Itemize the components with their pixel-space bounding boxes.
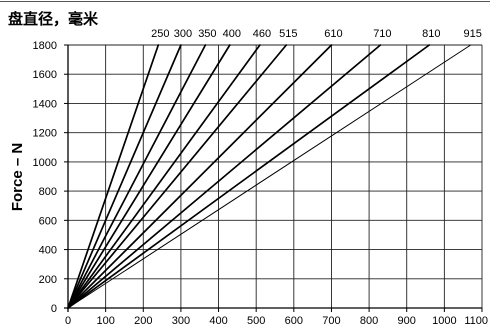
series-line-915	[67, 44, 472, 309]
x-tick-label: 0	[65, 315, 71, 327]
series-label-515: 515	[279, 28, 297, 40]
series-label-250: 250	[151, 28, 169, 40]
y-tick-label: 200	[39, 274, 57, 286]
series-label-460: 460	[253, 28, 271, 40]
series-label-710: 710	[373, 28, 391, 40]
series-label-810: 810	[422, 28, 440, 40]
x-tick-label: 100	[96, 315, 114, 327]
series-line-610	[67, 44, 333, 309]
series-line-300	[67, 44, 182, 309]
x-tick-label: 300	[172, 315, 190, 327]
series-line-250	[67, 44, 160, 309]
y-tick-label: 400	[39, 245, 57, 257]
x-tick-label: 1100	[464, 315, 488, 327]
y-tick-label: 800	[39, 186, 57, 198]
series-line-350	[67, 44, 207, 309]
y-tick-label: 1600	[33, 69, 57, 81]
y-tick-label: 1000	[33, 157, 57, 169]
x-tick-label: 400	[209, 315, 227, 327]
series-line-515	[67, 44, 288, 309]
x-tick-label: 600	[285, 315, 303, 327]
x-tick-label: 900	[398, 315, 416, 327]
series-line-810	[67, 44, 431, 309]
y-tick-label: 1400	[33, 98, 57, 110]
series-label-915: 915	[464, 28, 482, 40]
series-label-300: 300	[174, 28, 192, 40]
series-label-400: 400	[223, 28, 241, 40]
y-axis-title: Force – N	[9, 143, 26, 211]
series-label-350: 350	[198, 28, 216, 40]
series-label-610: 610	[324, 28, 342, 40]
series-line-400	[67, 44, 231, 309]
x-tick-label: 200	[134, 315, 152, 327]
x-tick-label: 700	[322, 315, 340, 327]
series-line-460	[67, 44, 261, 309]
grid	[68, 44, 483, 308]
series-lines	[67, 44, 472, 309]
series-line-710	[67, 44, 382, 309]
y-tick-label: 1200	[33, 128, 57, 140]
y-tick-label: 0	[51, 303, 57, 315]
axes	[64, 44, 483, 312]
x-tick-label: 800	[360, 315, 378, 327]
y-tick-label: 600	[39, 215, 57, 227]
chart-title: 盘直径，毫米	[8, 10, 99, 28]
x-tick-label: 1000	[432, 315, 456, 327]
y-tick-label: 1800	[33, 40, 57, 52]
x-tick-label: 500	[247, 315, 265, 327]
chart-labels: 0 100 200 300 400 500 600 700 800 900 1000 1100 0 200…	[33, 28, 488, 327]
